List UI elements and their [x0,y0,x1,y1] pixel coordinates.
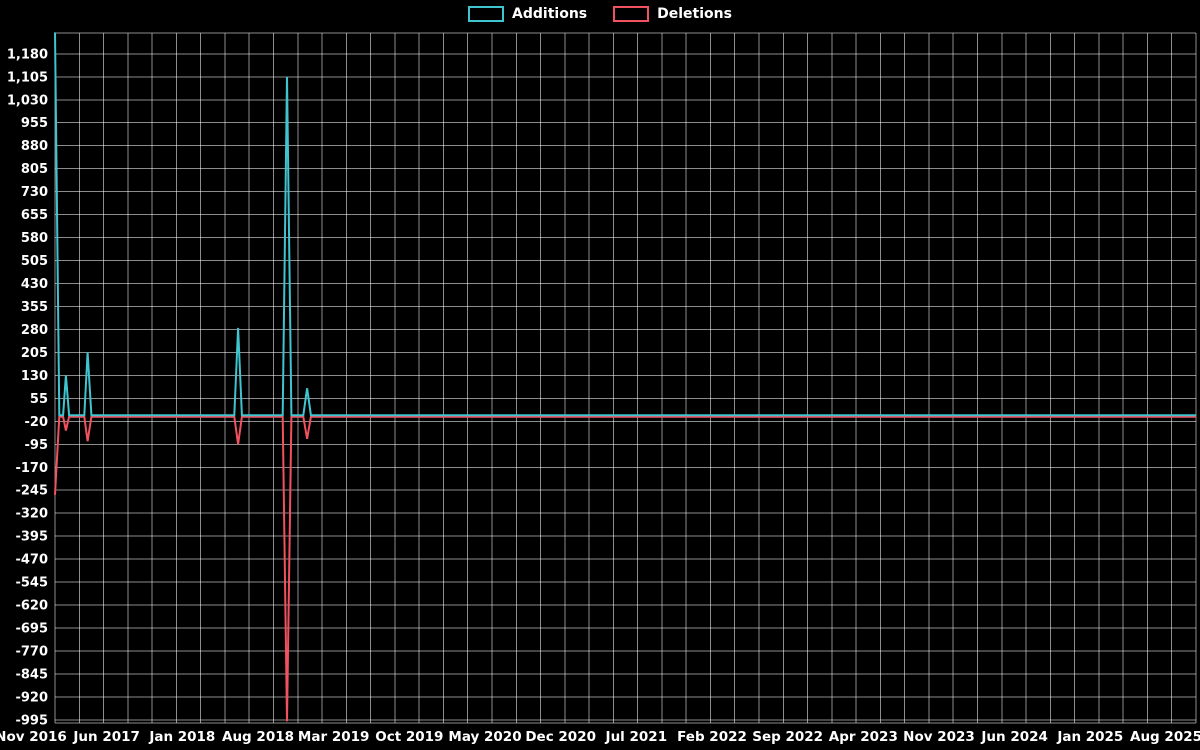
y-axis-tick-label: -770 [15,645,48,660]
y-axis-tick-label: -545 [15,576,48,591]
y-axis-tick-label: 205 [21,346,48,361]
y-axis-tick-label: -320 [15,507,48,522]
y-axis-tick-label: 1,180 [7,47,48,62]
y-axis-tick-label: -620 [15,599,48,614]
x-axis-tick-label: Jun 2024 [980,729,1048,745]
y-axis-tick-label: -95 [25,438,49,453]
y-axis-tick-label: -695 [15,622,48,637]
y-axis-tick-label: -395 [15,530,48,545]
y-axis-tick-label: 430 [21,277,48,292]
y-axis-tick-label: 805 [21,162,48,177]
y-axis-tick-label: 1,105 [7,70,48,85]
y-axis-tick-label: 730 [21,185,48,200]
y-axis-tick-label: 130 [21,369,48,384]
x-axis-tick-label: Jan 2025 [1056,729,1123,745]
y-axis-tick-label: -20 [25,415,49,430]
x-axis-tick-label: Dec 2020 [525,729,596,745]
x-axis-tick-label: Nov 2023 [903,729,975,745]
x-axis-tick-label: Mar 2019 [298,729,369,745]
x-axis-tick-label: Aug 2025 [1130,729,1200,745]
x-axis-tick-label: Jul 2021 [605,729,668,745]
y-axis-tick-label: -920 [15,690,48,705]
x-axis-tick-label: Apr 2023 [829,729,898,745]
legend-item-additions[interactable]: Additions [468,6,587,22]
legend-label-additions: Additions [512,6,588,22]
y-axis-tick-label: 880 [21,139,48,154]
y-axis-tick-label: 655 [21,208,48,223]
x-axis-tick-label: Jun 2017 [72,729,140,745]
additions-swatch-icon [468,6,505,22]
chart-legend: Additions Deletions [0,6,1200,22]
series-line-deletions [54,415,1196,722]
legend-label-deletions: Deletions [657,6,732,22]
deletions-swatch-icon [613,6,650,22]
legend-item-deletions[interactable]: Deletions [613,6,732,22]
y-axis-tick-label: 55 [30,392,48,407]
y-axis-tick-label: 955 [21,116,48,131]
x-axis-tick-label: Nov 2016 [0,729,67,745]
y-axis-tick-label: -170 [15,461,48,476]
y-axis-tick-label: 580 [21,231,48,246]
y-axis-tick-label: -995 [15,713,48,728]
x-axis-tick-label: Oct 2019 [375,729,443,745]
y-axis-tick-label: 280 [21,323,48,338]
x-axis-tick-label: Aug 2018 [222,729,294,745]
series-line-additions [54,32,1196,417]
x-axis-tick-label: Feb 2022 [677,729,747,745]
y-axis-tick-label: 505 [21,254,48,269]
y-axis-tick-label: 355 [21,300,48,315]
y-axis-tick-label: -845 [15,667,48,682]
x-axis-tick-label: Jan 2018 [148,729,215,745]
x-axis-tick-label: May 2020 [448,729,521,745]
y-axis-tick-label: -245 [15,484,48,499]
y-axis-tick-label: 1,030 [7,93,48,108]
x-axis-tick-label: Sep 2022 [752,729,823,745]
y-axis-tick-label: -470 [15,553,48,568]
